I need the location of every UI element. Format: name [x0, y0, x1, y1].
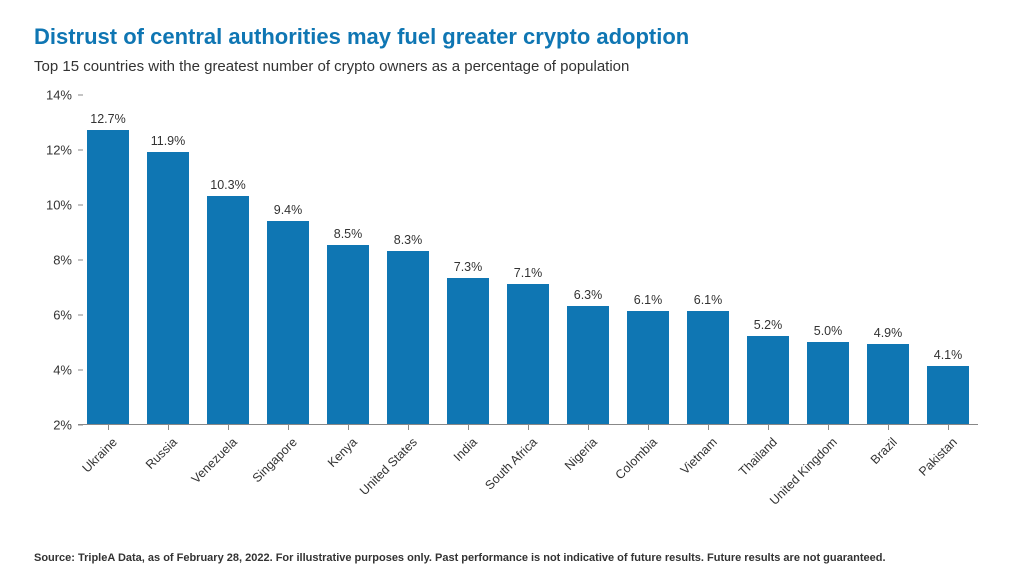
x-axis-label: Singapore	[250, 435, 300, 485]
x-tick-mark	[228, 425, 229, 430]
bar	[447, 278, 489, 424]
x-axis-label: Pakistan	[916, 435, 960, 479]
x-axis-label: Venezuela	[189, 435, 240, 486]
chart-footnote: Source: TripleA Data, as of February 28,…	[34, 552, 886, 564]
y-tick-label: 6%	[42, 308, 72, 323]
chart-title: Distrust of central authorities may fuel…	[34, 24, 990, 50]
x-tick-mark	[588, 425, 589, 430]
bar	[327, 245, 369, 424]
bar-value-label: 11.9%	[138, 134, 198, 148]
x-tick-mark	[288, 425, 289, 430]
bar	[807, 342, 849, 425]
bar-value-label: 7.3%	[438, 260, 498, 274]
y-tick-label: 12%	[42, 143, 72, 158]
chart-subtitle: Top 15 countries with the greatest numbe…	[34, 58, 990, 75]
y-tick-label: 14%	[42, 88, 72, 103]
x-tick-mark	[888, 425, 889, 430]
bar-group: 12.7%11.9%10.3%9.4%8.5%8.3%7.3%7.1%6.3%6…	[78, 95, 978, 424]
plot-area: 12.7%11.9%10.3%9.4%8.5%8.3%7.3%7.1%6.3%6…	[78, 95, 978, 425]
bar	[867, 344, 909, 424]
bar-value-label: 7.1%	[498, 266, 558, 280]
bar-value-label: 12.7%	[78, 112, 138, 126]
bar-value-label: 9.4%	[258, 203, 318, 217]
x-tick-mark	[468, 425, 469, 430]
bar	[147, 152, 189, 424]
x-axis-label: South Africa	[482, 435, 540, 493]
bar	[87, 130, 129, 424]
x-tick-mark	[768, 425, 769, 430]
bar-value-label: 5.2%	[738, 318, 798, 332]
x-axis-label: Ukraine	[80, 435, 120, 475]
bar-value-label: 6.1%	[678, 293, 738, 307]
bar	[927, 366, 969, 424]
x-tick-mark	[708, 425, 709, 430]
chart-container: 2% 4% 6% 8% 10% 12% 14% 12.7%11.9% 10.3%9.4%8.5…	[34, 89, 990, 521]
page: Distrust of central authorities may fuel…	[0, 0, 1024, 576]
bar-value-label: 5.0%	[798, 324, 858, 338]
bar	[267, 221, 309, 425]
x-tick-mark	[168, 425, 169, 430]
y-tick-label: 2%	[42, 418, 72, 433]
bar-value-label: 8.5%	[318, 227, 378, 241]
bar-value-label: 8.3%	[378, 233, 438, 247]
x-axis-label: India	[451, 435, 480, 464]
x-axis-label: Nigeria	[562, 435, 600, 473]
x-axis-label: Vietnam	[678, 435, 720, 477]
x-tick-mark	[408, 425, 409, 430]
bar-value-label: 6.1%	[618, 293, 678, 307]
x-axis-label: Russia	[143, 435, 180, 472]
x-tick-mark	[348, 425, 349, 430]
bar	[567, 306, 609, 424]
x-axis-label: Kenya	[325, 435, 360, 470]
y-tick-label: 4%	[42, 363, 72, 378]
x-tick-mark	[648, 425, 649, 430]
x-tick-mark	[528, 425, 529, 430]
bar-value-label: 4.1%	[918, 348, 978, 362]
bar	[627, 311, 669, 424]
bar	[687, 311, 729, 424]
bar	[507, 284, 549, 424]
bar-value-label: 10.3%	[198, 178, 258, 192]
bar	[747, 336, 789, 424]
bar-value-label: 6.3%	[558, 288, 618, 302]
y-tick-label: 8%	[42, 253, 72, 268]
x-tick-mark	[948, 425, 949, 430]
y-tick-label: 10%	[42, 198, 72, 213]
bar-value-label: 4.9%	[858, 326, 918, 340]
x-axis-label: United States	[357, 435, 420, 498]
bar	[207, 196, 249, 424]
x-axis-label: Colombia	[613, 435, 660, 482]
x-axis-label: Thailand	[736, 435, 780, 479]
x-tick-mark	[108, 425, 109, 430]
x-axis-labels: Ukraine RussiaVenezuelaSingapore KenyaUnit…	[78, 425, 978, 521]
x-axis-label: Brazil	[868, 435, 900, 467]
x-tick-mark	[828, 425, 829, 430]
bar	[387, 251, 429, 424]
